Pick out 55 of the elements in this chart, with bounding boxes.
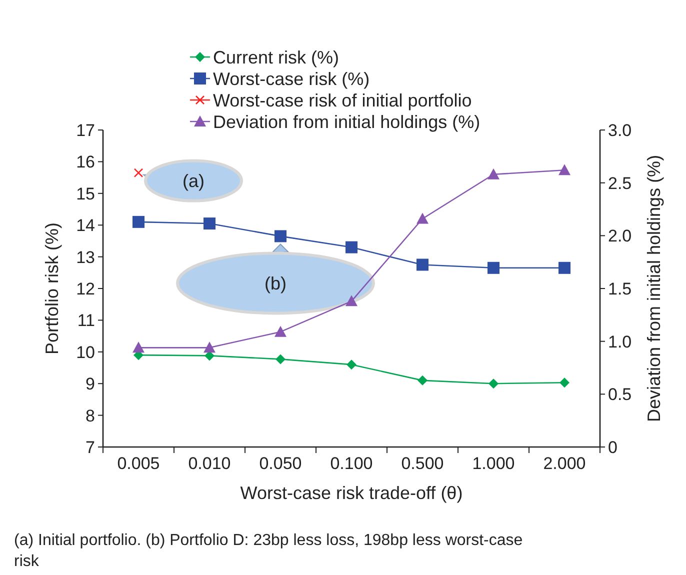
y-tick-label: 13 — [76, 248, 95, 267]
point — [488, 262, 500, 274]
point — [418, 375, 428, 386]
y2-tick-label: 2.0 — [608, 226, 632, 246]
y2-tick-label: 3.0 — [608, 120, 632, 140]
y2-tick-label: 0.5 — [608, 385, 632, 404]
point — [346, 295, 358, 306]
y2-axis-title: Deviation from initial holdings (%) — [644, 154, 664, 422]
point — [416, 212, 428, 224]
point — [346, 241, 358, 254]
y2-tick-label: 2.5 — [608, 174, 632, 193]
annotation: (b) — [264, 273, 286, 294]
y-tick-label: 11 — [77, 311, 95, 330]
y-tick-label: 9 — [86, 374, 95, 394]
y2-tick-label: 1.0 — [608, 332, 632, 352]
point — [134, 168, 144, 178]
point — [488, 168, 500, 180]
point — [558, 164, 570, 176]
point — [204, 342, 216, 353]
x-axis-title: Worst-case risk trade-off (θ) — [240, 483, 463, 503]
x-tick-label: 0.500 — [401, 454, 444, 473]
x-tick-label: 0.100 — [330, 454, 373, 473]
y-tick-label: 14 — [76, 216, 95, 236]
point — [276, 354, 286, 364]
point — [488, 378, 498, 389]
point — [204, 218, 216, 230]
legend-label: Current risk (%) — [213, 47, 340, 68]
point — [274, 326, 286, 337]
point — [274, 230, 286, 242]
y-tick-label: 8 — [86, 406, 95, 426]
text: (a) Initial portfolio. (b) Portfolio D: 23bp less loss, 198bp less worst-case risk — [14, 532, 523, 570]
x-tick-label: 0.010 — [188, 454, 231, 473]
x-tick-label: 0.005 — [117, 454, 160, 473]
point — [558, 262, 570, 274]
y-tick-label: 15 — [76, 184, 95, 204]
point — [132, 342, 144, 353]
y2-tick-label: 0 — [608, 438, 618, 457]
y-tick-label: 7 — [86, 438, 95, 457]
point — [560, 378, 570, 388]
annotation: (a) — [182, 171, 204, 192]
point — [132, 216, 144, 228]
point — [346, 360, 356, 370]
x-tick-label: 1.000 — [472, 454, 515, 473]
y-tick-label: 16 — [76, 152, 95, 172]
y-tick-label: 17 — [76, 120, 95, 140]
y-tick-label: 12 — [76, 279, 95, 298]
x-tick-label: 0.050 — [259, 454, 302, 473]
y2-tick-label: 1.5 — [608, 279, 632, 298]
point — [416, 258, 428, 271]
y-axis-title: Portfolio risk (%) — [42, 222, 62, 355]
legend-label: Worst-case risk of initial portfolio — [213, 90, 472, 110]
legend-label: Deviation from initial holdings (%) — [213, 112, 480, 132]
y-tick-label: 10 — [76, 342, 95, 362]
legend-label: Worst-case risk (%) — [213, 68, 370, 89]
x-tick-label: 2.000 — [543, 454, 586, 473]
